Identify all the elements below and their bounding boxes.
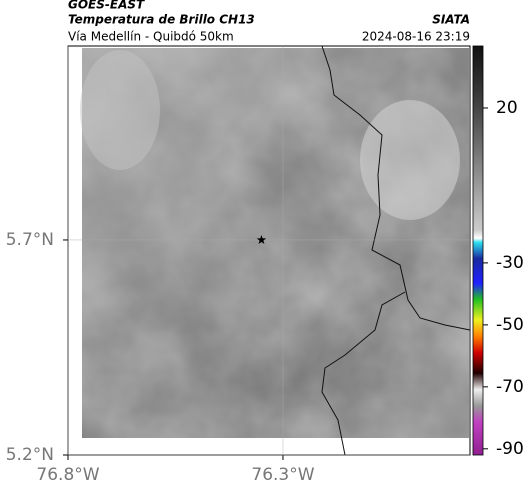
colorbar-tick-label: -70 [496, 377, 524, 397]
x-tick-label: 76.3°W [251, 465, 314, 485]
border [321, 291, 406, 456]
datetime: 2024-08-16 23:19 [362, 30, 470, 44]
colorbar [472, 45, 484, 456]
satellite-image [80, 48, 469, 438]
x-tick-label: 76.8°W [36, 465, 99, 485]
colorbar-tick-label: 20 [496, 98, 518, 118]
y-tick-label: 5.7°N [6, 230, 54, 250]
source: SIATA [432, 13, 470, 27]
colorbar-tick-label: -90 [496, 439, 524, 459]
colorbar-tick-label: -50 [496, 315, 524, 335]
title: GOES-EAST [68, 0, 145, 12]
route: Vía Medellín - Quibdó 50km [68, 30, 234, 44]
border [321, 45, 471, 331]
station-marker [256, 234, 267, 245]
y-tick-label: 5.2°N [6, 445, 54, 465]
subtitle: Temperatura de Brillo CH13 [68, 13, 255, 27]
colorbar-tick-label: -30 [496, 253, 524, 273]
